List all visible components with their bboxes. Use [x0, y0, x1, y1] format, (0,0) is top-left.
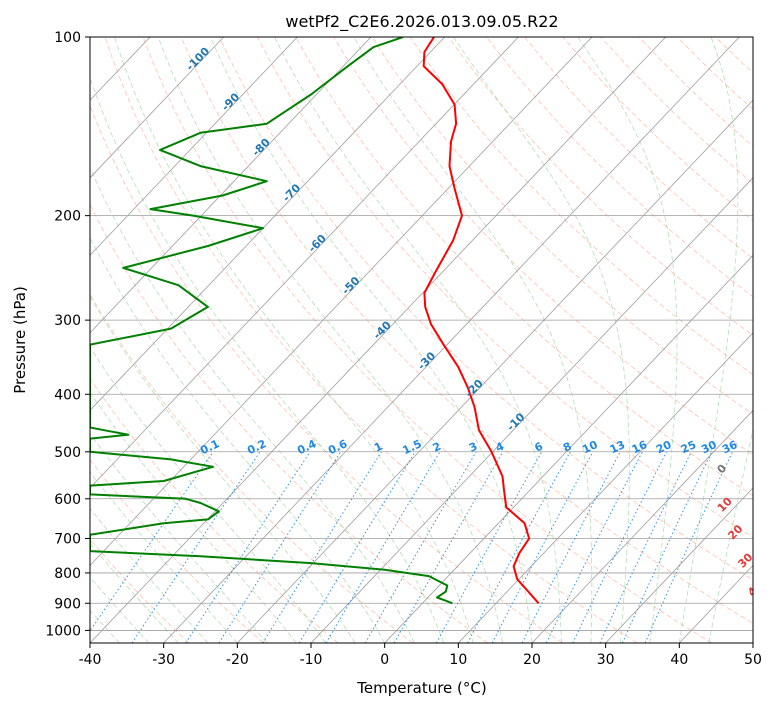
moist-adiabat-line	[577, 37, 678, 643]
y-tick-label: 900	[54, 596, 81, 612]
mixing-ratio-label: 13	[608, 438, 627, 456]
mixing-ratio-line	[572, 451, 668, 643]
dry-adiabats	[90, 37, 775, 643]
x-tick-label: -20	[226, 652, 249, 668]
y-tick-label: 100	[54, 30, 81, 46]
y-tick-label: 500	[54, 445, 81, 461]
dry-adiabat-line	[90, 459, 264, 643]
chart-title: wetPf2_C2E6.2026.013.09.05.R22	[285, 12, 558, 32]
y-tick-label: 400	[54, 387, 81, 403]
isotherm-line	[752, 642, 753, 643]
moist-adiabat-line	[353, 37, 593, 643]
moist-adiabat-line	[90, 471, 238, 643]
dry-adiabat-line	[486, 37, 753, 298]
dry-adiabat-line	[90, 538, 190, 643]
mixing-ratio-label: 10	[580, 438, 600, 456]
x-tick-label: 50	[744, 652, 762, 668]
mixing-ratio-label: 36	[720, 438, 740, 456]
dry-adiabat-line	[180, 37, 753, 624]
mixing-ratio-line	[90, 451, 214, 632]
dry-adiabat-line	[142, 37, 712, 643]
isotherm-line	[310, 177, 753, 643]
moist-adiabat-line	[90, 507, 209, 643]
mixing-ratio-line	[467, 451, 571, 643]
moist-adiabat-line	[708, 427, 753, 643]
mixing-ratio-line	[185, 451, 311, 643]
moist-adiabat-line	[678, 37, 739, 643]
isotherm-line	[90, 37, 372, 334]
mixing-ratio-line	[218, 451, 342, 643]
dry-adiabat-line	[219, 37, 753, 581]
isotherm-line	[163, 37, 740, 643]
mixing-ratio-line	[545, 451, 643, 643]
moist-adiabat-line	[90, 576, 150, 643]
dry-adiabat-line	[90, 104, 563, 643]
dry-adiabat-line	[754, 37, 775, 643]
isotherm-line	[384, 254, 753, 643]
x-tick-label: 0	[380, 652, 389, 668]
moist-adiabat-line	[274, 37, 562, 643]
isotherm-line	[605, 487, 753, 643]
isotherm-line	[0, 37, 3, 643]
x-tick-label: -10	[300, 652, 323, 668]
y-tick-label: 700	[54, 532, 81, 548]
plot-background	[90, 37, 753, 643]
red-profile-line	[422, 37, 540, 604]
profile-series	[90, 37, 540, 605]
mixing-ratio-line	[491, 451, 594, 643]
mixing-ratio-lines	[90, 451, 734, 643]
isotherm-line	[90, 37, 666, 643]
isotherm-line	[237, 99, 753, 643]
x-tick-label: 10	[449, 652, 467, 668]
mixing-ratio-line	[435, 451, 543, 643]
plot-frame	[89, 36, 754, 644]
moist-adiabat-line	[114, 37, 474, 643]
x-tick-label: -40	[79, 652, 102, 668]
moist-adiabat-line	[90, 346, 326, 643]
y-axis-title: Pressure (hPa)	[11, 286, 29, 394]
isotherm-line	[90, 37, 224, 179]
mixing-ratio-line	[131, 451, 261, 643]
moist-adiabat-line	[90, 237, 386, 643]
y-tick-label: 300	[54, 313, 81, 329]
dry-adiabat-line	[90, 203, 488, 643]
mixing-ratio-label: 30	[699, 438, 719, 456]
moist-adiabat-label: 40	[745, 579, 765, 599]
x-tick-label: -30	[152, 652, 175, 668]
moist-adiabat-line	[90, 391, 297, 643]
y-tick-label: 800	[54, 566, 81, 582]
x-tick-label: 20	[523, 652, 541, 668]
x-tick-label: 40	[670, 652, 688, 668]
x-axis-ticks: -40 -30 -20 -10 0 10 20 30 40 50	[79, 643, 762, 668]
x-axis-title: Temperature (°C)	[356, 679, 486, 697]
moist-adiabat-line	[90, 76, 444, 643]
dry-adiabat-line	[104, 37, 638, 643]
moist-adiabat-line	[157, 37, 503, 643]
isotherm-line	[90, 37, 445, 411]
dry-adiabat-line	[295, 37, 753, 497]
isotherm-line	[531, 409, 753, 643]
isotherm-line	[458, 332, 753, 643]
mixing-ratio-label: 25	[679, 438, 698, 456]
dry-adiabat-line	[371, 37, 753, 415]
moist-adiabat-line	[90, 542, 179, 643]
y-tick-label: 1000	[45, 623, 81, 639]
moist-adiabat-line	[90, 295, 356, 643]
moist-adiabat-line	[210, 37, 533, 643]
isotherm-line	[90, 37, 593, 567]
x-tick-label: 30	[597, 652, 615, 668]
isotherm-line	[90, 37, 519, 489]
y-tick-label: 600	[54, 492, 81, 508]
isotherm-line	[90, 37, 298, 256]
green-profile-line	[90, 37, 453, 605]
y-axis-ticks: 100 200 300 400 500 600 700 800 900 1000	[45, 30, 90, 639]
moist-adiabat-line	[453, 37, 630, 643]
mixing-ratio-label: 16	[630, 438, 650, 456]
mixing-ratio-label: 20	[654, 438, 674, 456]
y-tick-label: 200	[54, 209, 81, 225]
grid-lines	[0, 37, 753, 643]
mixing-ratio-line	[298, 451, 416, 643]
